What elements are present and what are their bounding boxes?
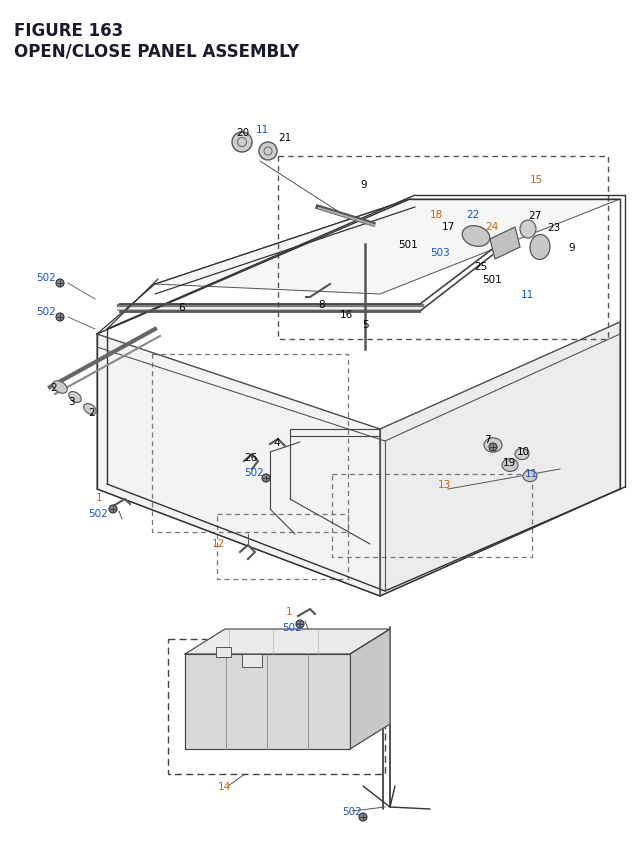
Text: 1: 1 [286,606,292,616]
Bar [217,514,348,579]
Text: 11: 11 [525,468,538,479]
Text: 11: 11 [256,125,269,135]
Circle shape [56,313,64,322]
Text: OPEN/CLOSE PANEL ASSEMBLY: OPEN/CLOSE PANEL ASSEMBLY [14,42,300,60]
Text: 22: 22 [466,210,479,220]
Text: 26: 26 [244,453,257,462]
Circle shape [262,474,270,482]
Polygon shape [185,629,390,654]
Text: 502: 502 [36,307,56,317]
Text: 503: 503 [430,248,450,257]
Text: 15: 15 [530,175,543,185]
Text: 502: 502 [244,468,264,478]
Ellipse shape [502,459,518,472]
Text: 13: 13 [438,480,451,489]
Circle shape [359,813,367,821]
Text: 502: 502 [342,806,362,816]
Text: 11: 11 [521,289,534,300]
Bar [216,647,231,657]
Text: 9: 9 [568,243,575,253]
Text: 8: 8 [318,300,324,310]
Ellipse shape [68,392,81,403]
Text: 9: 9 [360,180,367,189]
Text: 502: 502 [36,273,56,282]
Text: 10: 10 [517,447,530,456]
Text: 502: 502 [282,623,301,632]
Ellipse shape [530,235,550,260]
Bar [332,474,532,557]
Circle shape [489,443,497,451]
Polygon shape [350,629,390,749]
Text: 25: 25 [474,262,487,272]
Circle shape [56,280,64,288]
Ellipse shape [52,381,67,393]
Text: 501: 501 [398,239,418,250]
Text: 17: 17 [442,222,455,232]
Text: 27: 27 [528,211,541,220]
Text: 5: 5 [362,319,369,330]
Polygon shape [490,228,520,260]
Circle shape [296,620,304,629]
Polygon shape [97,335,380,597]
Text: 19: 19 [503,457,516,468]
Ellipse shape [523,471,537,482]
Text: 18: 18 [430,210,444,220]
Circle shape [109,505,117,513]
Text: 2: 2 [50,382,56,393]
Text: 501: 501 [482,275,502,285]
Text: 6: 6 [178,303,184,313]
Ellipse shape [484,438,502,453]
Bar [168,639,385,774]
Ellipse shape [84,404,96,415]
Polygon shape [380,323,620,597]
Text: 20: 20 [236,127,249,138]
Ellipse shape [520,220,536,238]
Text: 4: 4 [273,437,280,448]
Text: 12: 12 [212,538,225,548]
Text: 23: 23 [547,223,560,232]
Ellipse shape [462,226,490,247]
Text: 2: 2 [88,407,95,418]
Text: 1: 1 [96,492,102,503]
Ellipse shape [259,143,277,161]
Ellipse shape [515,449,529,460]
Text: 502: 502 [88,508,108,518]
Bar [242,654,262,667]
Polygon shape [155,200,620,294]
Text: FIGURE 163: FIGURE 163 [14,22,124,40]
Text: 3: 3 [68,397,75,406]
Text: 24: 24 [485,222,499,232]
Text: 21: 21 [278,133,291,143]
Bar [278,157,608,339]
Bar [152,355,348,532]
Text: 16: 16 [340,310,353,319]
Text: 7: 7 [484,435,491,444]
Polygon shape [185,654,350,749]
Text: 14: 14 [218,781,231,791]
Ellipse shape [232,133,252,152]
